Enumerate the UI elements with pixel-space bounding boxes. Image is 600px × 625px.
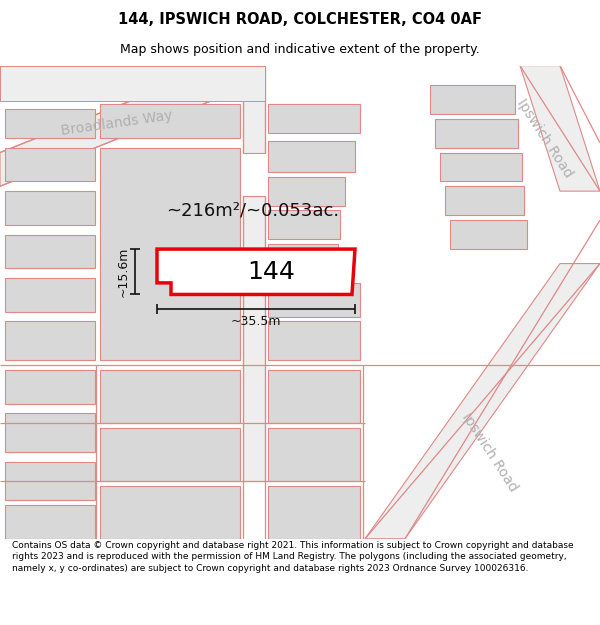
Text: 144: 144 [247,260,295,284]
Text: ~35.5m: ~35.5m [231,315,281,328]
Polygon shape [268,283,360,317]
Polygon shape [100,370,240,423]
Text: 144, IPSWICH ROAD, COLCHESTER, CO4 0AF: 144, IPSWICH ROAD, COLCHESTER, CO4 0AF [118,12,482,27]
Polygon shape [5,413,95,452]
Polygon shape [445,186,524,215]
Polygon shape [5,191,95,225]
Polygon shape [100,148,240,360]
Text: Map shows position and indicative extent of the property.: Map shows position and indicative extent… [120,42,480,56]
Polygon shape [520,66,600,191]
Polygon shape [0,66,243,99]
Polygon shape [5,278,95,312]
Polygon shape [100,428,240,481]
Text: Ipswich Road: Ipswich Road [514,96,575,180]
Polygon shape [268,104,360,133]
Polygon shape [268,428,360,481]
Polygon shape [157,249,355,294]
Polygon shape [365,264,600,539]
Polygon shape [243,66,265,152]
Text: Contains OS data © Crown copyright and database right 2021. This information is : Contains OS data © Crown copyright and d… [12,541,574,573]
Polygon shape [268,321,360,360]
Polygon shape [5,461,95,500]
Polygon shape [268,370,360,423]
Text: ~216m²/~0.053ac.: ~216m²/~0.053ac. [166,201,340,219]
Polygon shape [100,486,240,539]
Polygon shape [0,66,220,186]
Text: ~15.6m: ~15.6m [116,247,130,297]
Polygon shape [268,486,360,539]
Polygon shape [0,66,265,101]
Polygon shape [5,505,95,539]
Polygon shape [268,211,340,239]
Polygon shape [5,234,95,268]
Polygon shape [5,370,95,404]
Polygon shape [5,109,95,138]
Polygon shape [268,141,355,172]
Polygon shape [268,177,345,206]
Polygon shape [5,321,95,360]
Polygon shape [430,85,515,114]
Polygon shape [100,104,240,138]
Polygon shape [243,196,265,481]
Text: Broadlands Way: Broadlands Way [60,109,173,138]
Polygon shape [450,220,527,249]
Text: Ipswich Road: Ipswich Road [460,410,521,494]
Polygon shape [268,244,338,278]
Polygon shape [435,119,518,148]
Polygon shape [5,148,95,181]
Polygon shape [440,152,522,181]
